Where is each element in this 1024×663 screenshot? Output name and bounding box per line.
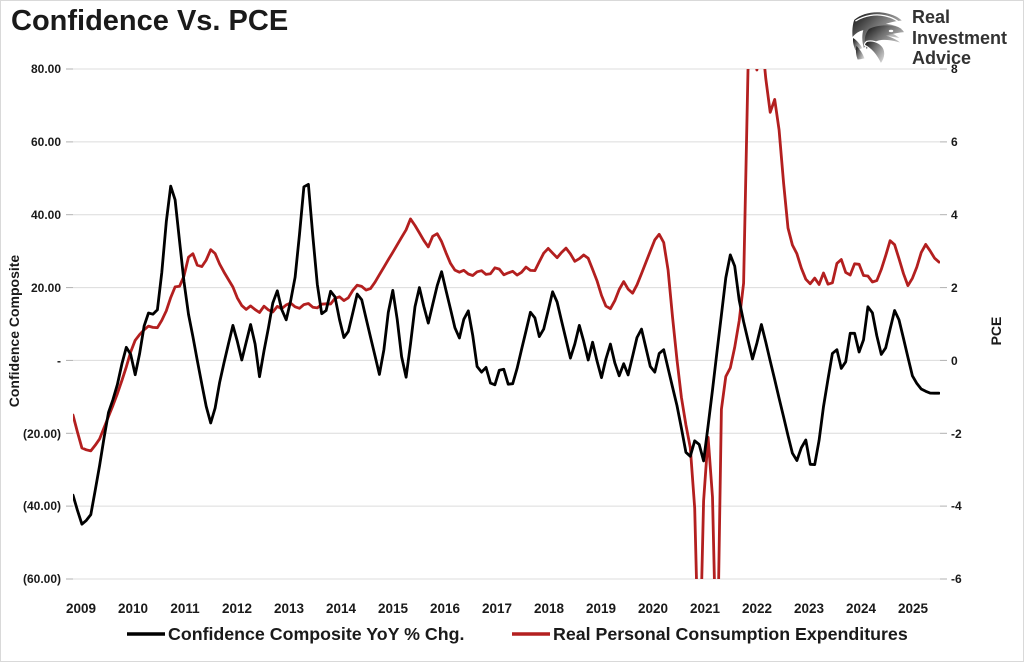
svg-text:2009: 2009 (66, 601, 96, 616)
svg-text:2025: 2025 (898, 601, 929, 616)
svg-text:Confidence Composite YoY % Chg: Confidence Composite YoY % Chg. (168, 624, 464, 644)
svg-text:2017: 2017 (482, 601, 512, 616)
svg-text:PCE: PCE (988, 317, 1004, 346)
svg-text:(20.00): (20.00) (23, 427, 61, 441)
svg-text:6: 6 (951, 135, 958, 149)
svg-text:0: 0 (951, 354, 958, 368)
svg-text:2013: 2013 (274, 601, 305, 616)
svg-text:(60.00): (60.00) (23, 572, 61, 586)
svg-text:2024: 2024 (846, 601, 877, 616)
svg-text:2014: 2014 (326, 601, 357, 616)
svg-text:2021: 2021 (690, 601, 721, 616)
svg-text:80.00: 80.00 (31, 62, 61, 76)
svg-text:2016: 2016 (430, 601, 461, 616)
svg-text:4: 4 (951, 208, 958, 222)
svg-text:-2: -2 (951, 427, 962, 441)
svg-text:2018: 2018 (534, 601, 565, 616)
svg-text:Real Personal Consumption Expe: Real Personal Consumption Expenditures (553, 624, 908, 644)
svg-text:2023: 2023 (794, 601, 825, 616)
svg-text:(40.00): (40.00) (23, 499, 61, 513)
svg-text:Confidence Composite: Confidence Composite (6, 255, 22, 408)
svg-text:2020: 2020 (638, 601, 668, 616)
svg-text:2: 2 (951, 281, 958, 295)
svg-text:-: - (57, 354, 61, 368)
svg-text:40.00: 40.00 (31, 208, 61, 222)
svg-text:-4: -4 (951, 499, 962, 513)
svg-text:2015: 2015 (378, 601, 409, 616)
svg-text:2012: 2012 (222, 601, 252, 616)
svg-text:8: 8 (951, 62, 958, 76)
svg-text:2022: 2022 (742, 601, 772, 616)
svg-text:60.00: 60.00 (31, 135, 61, 149)
svg-text:20.00: 20.00 (31, 281, 61, 295)
svg-text:2019: 2019 (586, 601, 616, 616)
svg-text:2010: 2010 (118, 601, 148, 616)
svg-text:2011: 2011 (170, 601, 200, 616)
svg-text:-6: -6 (951, 572, 962, 586)
